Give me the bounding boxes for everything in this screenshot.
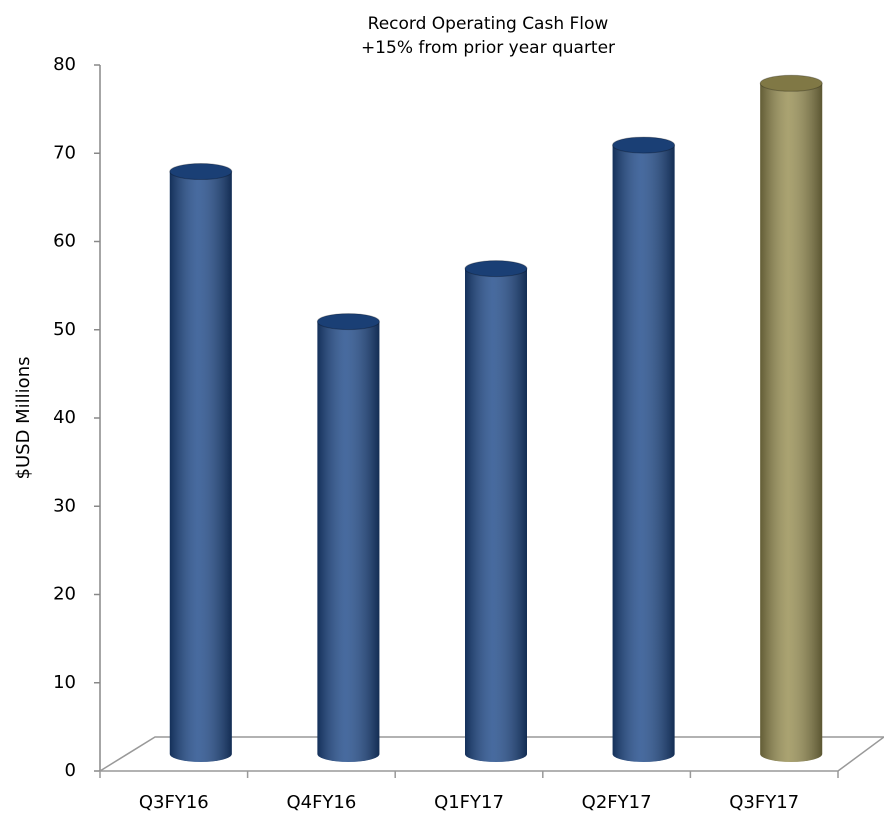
bar-shade [612, 145, 675, 762]
y-tick-label: 80 [53, 54, 76, 75]
y-tick-label: 60 [53, 231, 76, 252]
bar [169, 163, 233, 763]
bar-shade [760, 83, 823, 763]
bar [759, 74, 823, 763]
bar-top-shade [465, 260, 527, 277]
bar [464, 260, 528, 762]
x-tick-label: Q4FY16 [286, 792, 356, 813]
x-tick-label: Q3FY17 [729, 792, 799, 813]
bar-top [464, 260, 528, 278]
bar-top [169, 163, 233, 181]
bar-top [612, 136, 676, 154]
y-tick-label: 10 [53, 672, 76, 693]
bar-shade [169, 171, 232, 763]
chart-title: Record Operating Cash Flow [368, 14, 609, 34]
y-tick-label: 70 [53, 142, 76, 163]
y-tick-label: 0 [65, 760, 76, 781]
bar-shade [317, 321, 380, 762]
bar-top-shade [760, 75, 823, 92]
bar [316, 313, 380, 762]
x-tick-label: Q3FY16 [139, 792, 209, 813]
bar-top [316, 313, 380, 331]
y-tick-label: 20 [53, 584, 76, 605]
bar-shade [465, 268, 527, 762]
x-tick-label: Q2FY17 [582, 792, 652, 813]
bar-top-shade [612, 137, 675, 154]
y-tick-label: 50 [53, 319, 76, 340]
bar [612, 136, 676, 762]
y-tick-label: 30 [53, 495, 76, 516]
bar-top [759, 74, 823, 92]
x-tick-label: Q1FY17 [434, 792, 504, 813]
bar-top-shade [317, 313, 380, 330]
bar-top-shade [169, 163, 232, 180]
y-axis-label: $USD Millions [13, 357, 34, 480]
y-tick-label: 40 [53, 407, 76, 428]
chart-subtitle: +15% from prior year quarter [361, 38, 615, 58]
